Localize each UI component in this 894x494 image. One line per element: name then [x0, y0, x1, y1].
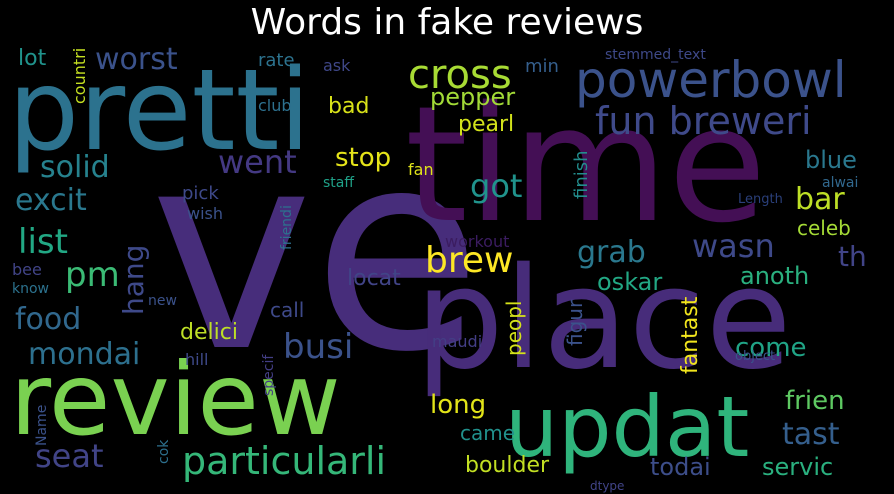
word-powerbowl: powerbowl — [575, 51, 847, 109]
word-todai: todai — [650, 453, 711, 481]
word-wish: wish — [187, 204, 224, 223]
word-bar: bar — [795, 182, 845, 217]
word-seat: seat — [35, 437, 104, 475]
word-peopl: peopl — [502, 300, 526, 357]
word-mondai: mondai — [28, 337, 141, 372]
word-servic: servic — [762, 453, 834, 481]
word-rate: rate — [258, 50, 295, 71]
word-delici: delici — [180, 320, 238, 345]
word-solid: solid — [40, 150, 110, 185]
word-come: come — [735, 333, 807, 363]
word-club: club — [258, 96, 292, 115]
word-cross: cross — [408, 52, 512, 98]
word-went: went — [218, 143, 297, 181]
word-cok: cok — [156, 439, 172, 464]
word-got: got — [470, 167, 523, 205]
word-list: list — [18, 222, 68, 262]
word-stop: stop — [335, 143, 392, 173]
word-long: long — [430, 390, 487, 420]
word-worst: worst — [95, 42, 178, 77]
word-hang: hang — [117, 244, 150, 315]
word-countri: countri — [70, 47, 89, 104]
word-pick: pick — [182, 183, 219, 204]
word-updat: updat — [505, 378, 750, 476]
word-tast: tast — [782, 417, 840, 452]
word-fan: fan — [408, 160, 434, 179]
word-length: Length — [738, 192, 783, 207]
word-min: min — [525, 56, 559, 77]
word-dtype: dtype — [590, 479, 625, 493]
word-came: came — [460, 421, 516, 445]
word-specif: specif — [261, 354, 277, 396]
word-figur: figur — [563, 299, 587, 346]
word-frien: frien — [785, 386, 845, 416]
word-busi: busi — [283, 327, 354, 367]
word-finish: finish — [571, 150, 592, 199]
word-th: th — [838, 240, 867, 273]
word-name: Name — [34, 404, 50, 446]
word-know: know — [12, 281, 49, 297]
word-fun-breweri: fun breweri — [595, 99, 812, 143]
word-brew: brew — [425, 240, 514, 281]
word-pretti: pretti — [8, 46, 311, 176]
word-pepper: pepper — [430, 83, 516, 111]
word-time: time — [405, 71, 767, 258]
word-particularli: particularli — [182, 439, 387, 483]
word-object: object — [735, 349, 776, 364]
word-bad: bad — [328, 94, 370, 119]
word-lot: lot — [18, 46, 47, 71]
word-celeb: celeb — [797, 216, 851, 240]
word-review: review — [10, 341, 341, 458]
word-call: call — [270, 298, 305, 322]
word-wasn: wasn — [692, 227, 775, 265]
word-pm: pm — [65, 255, 120, 295]
word-fantast: fantast — [678, 296, 703, 374]
word-anoth: anoth — [740, 262, 810, 290]
word-alwai: alwai — [822, 175, 859, 191]
word-boulder: boulder — [465, 453, 550, 478]
word-stemmed-text: stemmed_text — [605, 47, 706, 63]
word-grab: grab — [577, 235, 646, 270]
word-locat: locat — [347, 266, 401, 291]
word-hill: hill — [185, 350, 209, 369]
word-maudi: maudi — [432, 332, 483, 351]
word-food: food — [15, 302, 82, 337]
word-ask: ask — [323, 56, 351, 75]
word-oskar: oskar — [597, 268, 663, 296]
word-ve: ve — [150, 92, 482, 412]
figure-title: Words in fake reviews — [250, 2, 644, 43]
word-blue: blue — [805, 146, 857, 174]
word-workout: workout — [445, 232, 510, 251]
word-staff: staff — [323, 175, 355, 191]
word-new: new — [148, 293, 177, 309]
word-place: place — [415, 238, 792, 401]
word-friendi: friendi — [279, 205, 295, 250]
word-pearl: pearl — [458, 112, 515, 137]
word-bee: bee — [12, 260, 42, 279]
word-excit: excit — [15, 183, 87, 218]
